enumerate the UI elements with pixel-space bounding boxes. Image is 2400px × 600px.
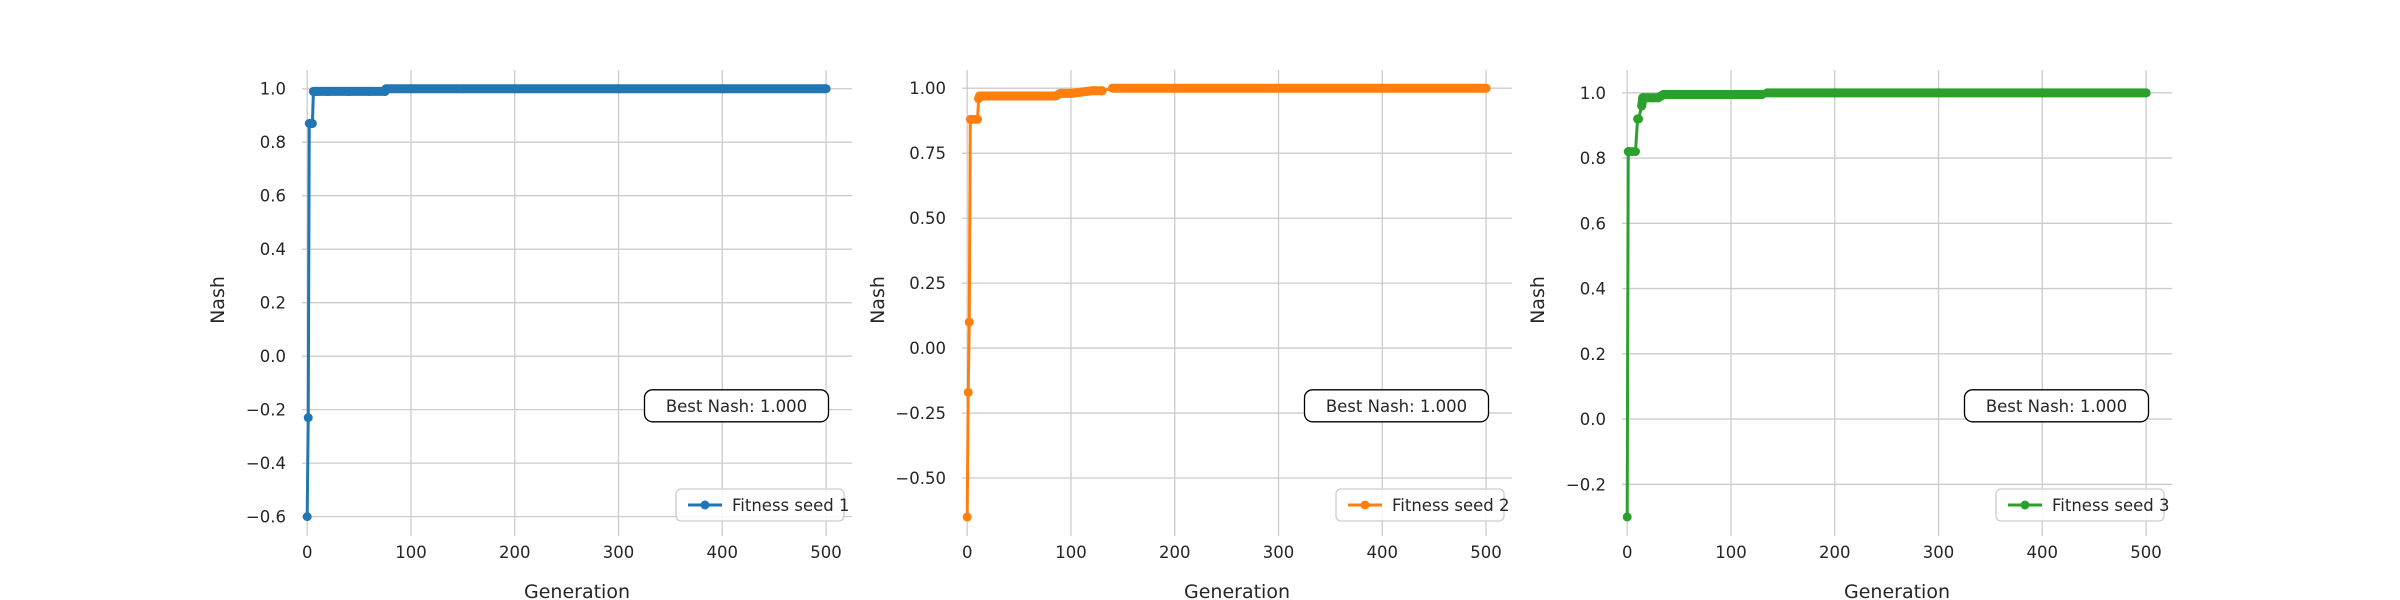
data-point bbox=[1622, 512, 1632, 522]
x-tick-label: 100 bbox=[395, 543, 427, 562]
data-point bbox=[973, 114, 983, 124]
data-point bbox=[307, 118, 317, 128]
y-tick-label: 0.8 bbox=[1580, 149, 1606, 168]
y-axis-label: Nash bbox=[1527, 276, 1549, 324]
chart-panel-2: 0 100 200 300 400 500 −0.50 −0.25 0.00 0.25 0.50 0.… bbox=[867, 70, 1512, 600]
y-tick-label: −0.6 bbox=[246, 508, 286, 527]
y-tick-label: 0.0 bbox=[1580, 410, 1606, 429]
legend-swatch-marker bbox=[1360, 500, 1370, 510]
y-tick-label: 0.4 bbox=[260, 240, 286, 259]
y-tick-label: 0.8 bbox=[260, 133, 286, 152]
x-axis-label: Generation bbox=[1844, 581, 1950, 600]
annotation-text: Best Nash: 1.000 bbox=[1326, 397, 1467, 416]
y-tick-label: −0.2 bbox=[1566, 475, 1606, 494]
annotation-text: Best Nash: 1.000 bbox=[1986, 397, 2127, 416]
x-tick-label: 500 bbox=[2130, 543, 2162, 562]
x-tick-label: 500 bbox=[1470, 543, 1502, 562]
y-tick-label: 0.6 bbox=[260, 187, 286, 206]
data-point bbox=[1634, 114, 1644, 124]
legend-swatch-marker bbox=[2020, 500, 2030, 510]
y-tick-label: 0.0 bbox=[260, 347, 286, 366]
y-tick-label: 0.75 bbox=[909, 144, 946, 163]
y-tick-label: −0.2 bbox=[246, 401, 286, 420]
legend-swatch-marker bbox=[700, 500, 710, 510]
y-axis-label: Nash bbox=[867, 276, 889, 324]
data-point bbox=[964, 317, 974, 327]
x-tick-label: 0 bbox=[302, 543, 313, 562]
legend-label: Fitness seed 3 bbox=[2052, 496, 2170, 515]
x-tick-label: 300 bbox=[1263, 543, 1295, 562]
annotation-text: Best Nash: 1.000 bbox=[666, 397, 807, 416]
legend-label: Fitness seed 1 bbox=[732, 496, 850, 515]
x-tick-label: 200 bbox=[1159, 543, 1191, 562]
legend-label: Fitness seed 2 bbox=[1392, 496, 1510, 515]
y-tick-label: −0.4 bbox=[246, 454, 286, 473]
data-point bbox=[303, 413, 313, 423]
x-tick-label: 300 bbox=[1923, 543, 1955, 562]
x-tick-label: 0 bbox=[962, 543, 973, 562]
x-tick-label: 500 bbox=[810, 543, 842, 562]
legend-box bbox=[675, 488, 845, 522]
y-tick-label: 1.00 bbox=[909, 79, 946, 98]
x-tick-label: 100 bbox=[1055, 543, 1087, 562]
annotation-box bbox=[1303, 389, 1490, 423]
annotation-box bbox=[643, 389, 830, 423]
x-tick-label: 0 bbox=[1622, 543, 1633, 562]
y-tick-label: 0.2 bbox=[1580, 345, 1606, 364]
y-tick-label: 0.2 bbox=[260, 294, 286, 313]
data-point bbox=[962, 512, 972, 522]
x-tick-label: 200 bbox=[1819, 543, 1851, 562]
series-line bbox=[965, 86, 1488, 519]
x-tick-label: 400 bbox=[1367, 543, 1399, 562]
y-tick-label: −0.25 bbox=[895, 404, 946, 423]
data-point bbox=[302, 512, 312, 522]
y-tick-label: 0.6 bbox=[1580, 214, 1606, 233]
x-axis-label: Generation bbox=[524, 581, 630, 600]
y-tick-label: 1.0 bbox=[260, 80, 286, 99]
x-tick-label: 400 bbox=[707, 543, 739, 562]
legend-box bbox=[1335, 488, 1505, 522]
x-tick-label: 300 bbox=[603, 543, 635, 562]
y-axis-label: Nash bbox=[207, 276, 229, 324]
x-tick-label: 100 bbox=[1715, 543, 1747, 562]
series-line bbox=[1625, 91, 2148, 519]
x-axis-label: Generation bbox=[1184, 581, 1290, 600]
chart-panel-1: 0 100 200 300 400 500 −0.6 −0.4 −0.2 0.0 0.2 0.4 0.6… bbox=[207, 70, 852, 600]
y-tick-label: −0.50 bbox=[895, 469, 946, 488]
y-tick-label: 0.4 bbox=[1580, 280, 1606, 299]
data-point bbox=[963, 387, 973, 397]
x-tick-label: 400 bbox=[2027, 543, 2059, 562]
y-tick-label: 0.25 bbox=[909, 274, 946, 293]
data-point bbox=[1630, 147, 1640, 157]
chart-panel-3: 0 100 200 300 400 500 −0.2 0.0 0.2 0.4 0.6 0.8 1.0 Ge… bbox=[1527, 70, 2172, 600]
y-tick-label: 1.0 bbox=[1580, 84, 1606, 103]
y-tick-label: 0.50 bbox=[909, 209, 946, 228]
annotation-box bbox=[1963, 389, 2150, 423]
x-tick-label: 200 bbox=[499, 543, 531, 562]
y-tick-label: 0.00 bbox=[909, 339, 946, 358]
legend-box bbox=[1995, 488, 2165, 522]
